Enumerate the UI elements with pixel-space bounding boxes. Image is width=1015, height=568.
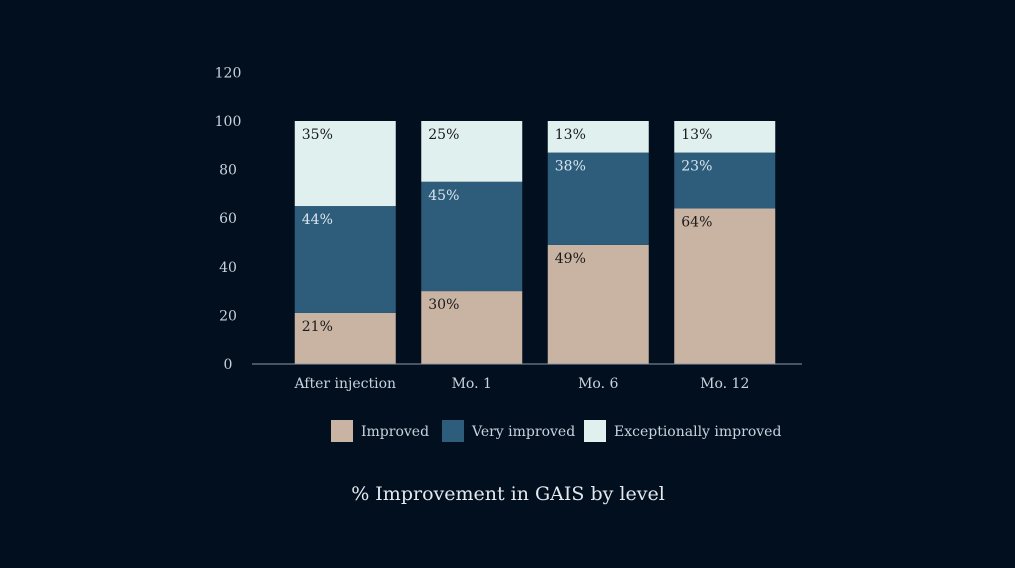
legend-swatch (442, 420, 464, 442)
data-label: 23% (681, 159, 712, 175)
data-label: 35% (302, 127, 333, 143)
data-label: 45% (428, 188, 459, 204)
bar-segment (294, 312, 396, 364)
x-tick-label: Mo. 6 (578, 376, 618, 392)
legend-swatch (331, 420, 353, 442)
y-tick-label: 20 (219, 308, 237, 324)
legend-label: Exceptionally improved (614, 424, 781, 440)
bar-segment (421, 121, 523, 182)
data-label: 44% (302, 212, 333, 228)
data-label: 25% (428, 127, 459, 143)
x-tick-label: Mo. 1 (452, 376, 492, 392)
y-tick-label: 120 (215, 65, 242, 81)
data-label: 13% (681, 127, 712, 143)
x-tick-label: Mo. 12 (700, 376, 749, 392)
chart-title: % Improvement in GAIS by level (351, 483, 665, 505)
bar-segment (294, 206, 396, 313)
y-tick-label: 40 (219, 260, 237, 276)
data-label: 49% (555, 251, 586, 267)
y-axis: 0 20 40 60 80 100 120 (215, 65, 242, 373)
bar-segment (547, 152, 649, 245)
data-label: 64% (681, 214, 712, 230)
bars: 21% 44% 35% 30% 45% 25% 49% 38% 13% 64% 23% 13% (294, 121, 776, 364)
bar-segment (547, 121, 649, 153)
y-tick-label: 80 (219, 163, 237, 179)
bar-segment (294, 121, 396, 207)
y-tick-label: 60 (219, 211, 237, 227)
legend-label: Improved (361, 424, 429, 440)
bar-segment (421, 291, 523, 364)
legend: Improved Very improved Exceptionally impro… (331, 420, 781, 442)
data-label: 30% (428, 297, 459, 313)
legend-label: Very improved (471, 424, 575, 440)
y-tick-label: 100 (215, 114, 242, 130)
y-tick-label: 0 (224, 357, 233, 373)
data-label: 13% (555, 127, 586, 143)
data-label: 21% (302, 319, 333, 335)
bar-segment (547, 244, 649, 364)
bar-segment (674, 208, 776, 364)
bar-segment (674, 152, 776, 209)
legend-swatch (584, 420, 606, 442)
bar-segment (421, 181, 523, 292)
bar-segment (674, 121, 776, 153)
x-axis: After injection Mo. 1 Mo. 6 Mo. 12 (293, 376, 749, 392)
data-label: 38% (555, 159, 586, 175)
x-tick-label: After injection (293, 376, 396, 392)
